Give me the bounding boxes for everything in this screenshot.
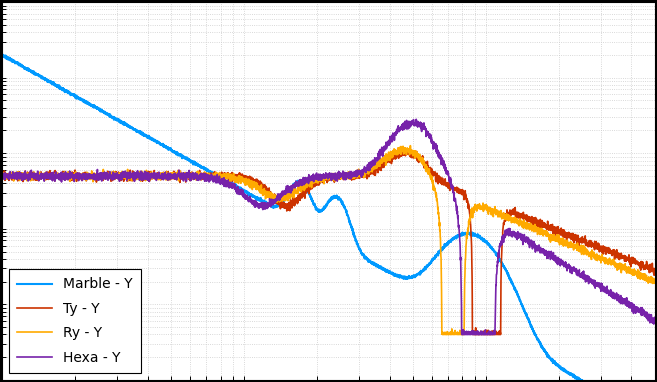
Hexa - Y [458, 332, 466, 337]
Ty - Y [308, 185, 316, 190]
Hexa - Y [631, 305, 639, 310]
Ty - Y [278, 203, 286, 208]
Ry - Y [472, 204, 480, 209]
Ry - Y [407, 143, 415, 148]
Line: Marble - Y: Marble - Y [2, 54, 655, 382]
Ty - Y [468, 332, 476, 337]
Marble - Y [0, 52, 6, 56]
Hexa - Y [308, 176, 316, 181]
Marble - Y [273, 204, 281, 209]
Ty - Y [273, 197, 281, 202]
Hexa - Y [273, 198, 281, 203]
Ty - Y [472, 332, 480, 337]
Ry - Y [278, 196, 286, 201]
Ty - Y [599, 245, 606, 249]
Hexa - Y [651, 320, 657, 324]
Hexa - Y [0, 177, 6, 181]
Ty - Y [400, 147, 408, 151]
Line: Hexa - Y: Hexa - Y [2, 119, 655, 334]
Ry - Y [631, 270, 639, 274]
Legend: Marble - Y, Ty - Y, Ry - Y, Hexa - Y: Marble - Y, Ty - Y, Ry - Y, Hexa - Y [9, 269, 141, 373]
Marble - Y [278, 201, 286, 206]
Hexa - Y [472, 330, 480, 335]
Ry - Y [273, 196, 281, 201]
Ry - Y [0, 174, 6, 178]
Ry - Y [599, 257, 606, 262]
Ty - Y [651, 266, 657, 271]
Ry - Y [651, 279, 657, 283]
Line: Ry - Y: Ry - Y [2, 146, 655, 334]
Ry - Y [308, 179, 316, 184]
Hexa - Y [278, 191, 286, 196]
Marble - Y [472, 233, 480, 238]
Ry - Y [438, 332, 446, 337]
Hexa - Y [413, 117, 420, 121]
Marble - Y [308, 199, 316, 203]
Hexa - Y [599, 286, 606, 290]
Line: Ty - Y: Ty - Y [2, 149, 655, 334]
Ty - Y [0, 173, 6, 177]
Ty - Y [631, 257, 639, 261]
